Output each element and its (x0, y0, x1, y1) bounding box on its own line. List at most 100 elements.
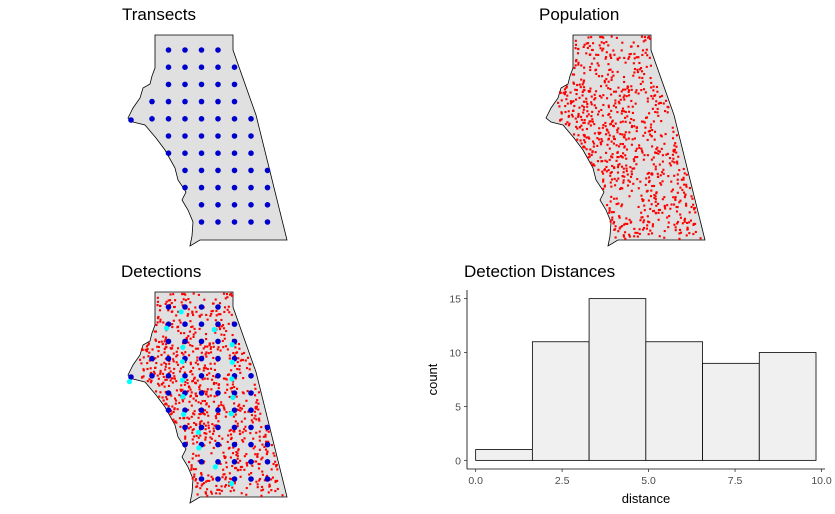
population-point (159, 304, 162, 308)
population-point (625, 138, 628, 141)
transect-point (128, 374, 134, 380)
population-point (585, 97, 588, 100)
population-point (221, 476, 224, 479)
population-point (664, 99, 668, 102)
population-point (655, 212, 658, 215)
population-point (236, 351, 239, 354)
population-point (183, 371, 186, 374)
population-point (267, 440, 270, 443)
population-point (176, 354, 179, 357)
population-point (215, 417, 218, 420)
population-point (170, 377, 173, 380)
population-point (206, 494, 209, 497)
population-point (616, 128, 619, 132)
population-point (626, 87, 629, 90)
population-point (597, 64, 600, 67)
population-point (194, 306, 197, 309)
population-point (602, 180, 605, 183)
population-point (654, 110, 657, 114)
transect-point (182, 373, 188, 379)
population-point (175, 355, 178, 358)
population-point (204, 332, 208, 336)
population-point (205, 390, 208, 393)
population-point (245, 453, 248, 456)
population-point (671, 153, 674, 156)
population-point (616, 70, 619, 73)
population-point (586, 102, 589, 106)
population-point (210, 452, 213, 455)
population-point (662, 172, 665, 175)
population-point (619, 142, 622, 146)
population-point (249, 432, 252, 435)
population-point (614, 90, 618, 93)
population-point (157, 345, 160, 349)
population-point (196, 359, 199, 362)
population-point (244, 425, 247, 428)
population-point (196, 485, 199, 488)
population-point (643, 72, 646, 76)
population-point (212, 345, 215, 348)
population-point (239, 475, 242, 478)
transect-point (248, 390, 254, 396)
population-point (585, 136, 588, 139)
population-point (649, 133, 652, 136)
population-point (609, 174, 612, 177)
population-point (645, 48, 648, 51)
population-point (188, 386, 191, 389)
population-point (636, 155, 639, 159)
population-point (633, 235, 636, 238)
population-point (643, 204, 646, 207)
population-point (196, 482, 199, 485)
transect-point (215, 355, 221, 362)
population-point (628, 56, 631, 59)
population-point (233, 430, 236, 433)
x-tick-label: 2.5 (555, 475, 570, 487)
population-point (623, 145, 626, 148)
population-point (154, 390, 158, 393)
population-point (230, 478, 233, 481)
population-point (582, 45, 585, 48)
population-point (612, 74, 615, 77)
transect-point (231, 98, 238, 105)
population-point (648, 181, 651, 184)
population-point (270, 478, 273, 481)
population-point (613, 197, 616, 200)
population-point (633, 160, 636, 163)
population-point (648, 176, 651, 179)
detected-point (229, 376, 235, 382)
population-point (567, 115, 570, 118)
transect-point (198, 390, 205, 396)
population-point (607, 131, 610, 134)
transect-point (182, 98, 188, 105)
population-point (609, 68, 612, 71)
population-point (574, 47, 577, 50)
population-point (651, 97, 654, 100)
population-point (606, 97, 609, 100)
population-point (223, 333, 226, 337)
population-point (654, 195, 657, 198)
population-point (618, 215, 621, 218)
population-point (220, 325, 223, 328)
population-point (178, 401, 181, 404)
population-point (685, 202, 688, 205)
population-point (636, 71, 640, 74)
transect-point (165, 355, 172, 362)
population-point (605, 84, 608, 87)
population-point (593, 164, 596, 167)
population-point (635, 56, 638, 59)
population-point (615, 36, 618, 39)
population-point (601, 160, 604, 163)
detected-point (229, 342, 235, 348)
population-point (247, 410, 250, 413)
population-point (236, 455, 239, 458)
population-point (628, 195, 631, 198)
population-point (183, 417, 186, 420)
population-point (238, 403, 241, 406)
population-point (685, 173, 688, 176)
population-point (176, 363, 180, 366)
population-point (646, 100, 649, 103)
population-point (648, 179, 651, 182)
population-point (209, 314, 212, 317)
population-point (648, 221, 651, 224)
population-point (566, 102, 569, 105)
